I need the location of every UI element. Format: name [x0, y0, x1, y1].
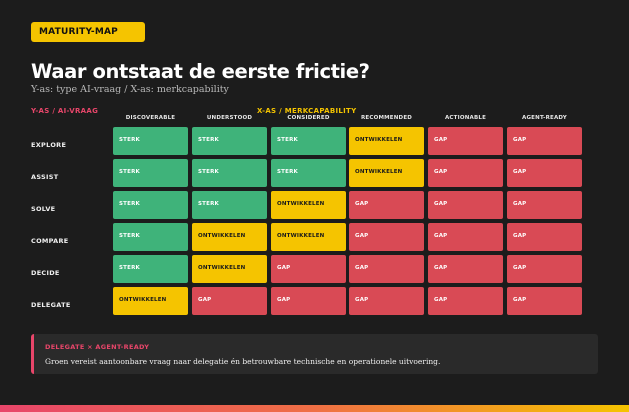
column-header-recommended: RECOMMENDED [360, 115, 413, 121]
matrix-cell: GAP [507, 223, 582, 251]
matrix-cell: STERK [113, 159, 188, 187]
matrix-cell: GAP [428, 255, 503, 283]
column-header-discoverable: DISCOVERABLE [125, 115, 176, 121]
matrix-cell: STERK [113, 191, 188, 219]
matrix-cell: GAP [192, 287, 267, 315]
column-header-considered: CONSIDERED [287, 115, 330, 121]
row-label-assist: ASSIST [31, 173, 59, 181]
matrix-cell: STERK [271, 159, 346, 187]
column-header-agent-ready: AGENT-READY [522, 115, 567, 121]
maturity-map-badge: MATURITY-MAP [31, 22, 145, 42]
matrix-cell: GAP [349, 255, 424, 283]
page-subtitle: Y-as: type AI-vraag / X-as: merkcapabili… [31, 84, 229, 95]
bottom-gradient-bar [0, 405, 629, 412]
note-text: Groen vereist aantoonbare vraag naar del… [45, 357, 441, 366]
matrix-cell: STERK [113, 223, 188, 251]
matrix-cell: GAP [428, 287, 503, 315]
matrix-cell: ONTWIKKELEN [271, 223, 346, 251]
note-card: DELEGATE × AGENT-READY Groen vereist aan… [31, 334, 598, 374]
note-title: DELEGATE × AGENT-READY [45, 343, 150, 351]
column-header-understood: UNDERSTOOD [206, 115, 253, 121]
matrix-cell: GAP [271, 255, 346, 283]
matrix-cell: ONTWIKKELEN [349, 127, 424, 155]
matrix-cell: GAP [428, 127, 503, 155]
row-label-delegate: DELEGATE [31, 301, 71, 309]
matrix-cell: ONTWIKKELEN [271, 191, 346, 219]
matrix-cell: GAP [271, 287, 346, 315]
matrix-cell: GAP [507, 255, 582, 283]
matrix-cell: GAP [349, 287, 424, 315]
matrix-cell: GAP [507, 159, 582, 187]
matrix-cell: ONTWIKKELEN [192, 255, 267, 283]
matrix-cell: GAP [349, 223, 424, 251]
x-axis-label: X-AS / MERKCAPABILITY [257, 107, 357, 115]
row-label-compare: COMPARE [31, 237, 69, 245]
row-label-explore: EXPLORE [31, 141, 67, 149]
matrix-cell: GAP [428, 191, 503, 219]
row-label-decide: DECIDE [31, 269, 60, 277]
matrix-cell: STERK [113, 255, 188, 283]
matrix-cell: GAP [428, 223, 503, 251]
matrix-cell: GAP [507, 287, 582, 315]
matrix-cell: GAP [349, 191, 424, 219]
matrix-cell: ONTWIKKELEN [192, 223, 267, 251]
column-header-actionable: ACTIONABLE [444, 115, 487, 121]
matrix-cell: GAP [507, 127, 582, 155]
matrix-cell: STERK [192, 191, 267, 219]
matrix-cell: STERK [192, 159, 267, 187]
matrix-cell: GAP [428, 159, 503, 187]
matrix-cell: GAP [507, 191, 582, 219]
row-label-solve: SOLVE [31, 205, 56, 213]
y-axis-label: Y-AS / AI-VRAAG [31, 107, 99, 115]
matrix-cell: STERK [192, 127, 267, 155]
matrix-cell: STERK [271, 127, 346, 155]
matrix-cell: STERK [113, 127, 188, 155]
page-title: Waar ontstaat de eerste frictie? [31, 60, 370, 83]
matrix-cell: ONTWIKKELEN [113, 287, 188, 315]
matrix-cell: ONTWIKKELEN [349, 159, 424, 187]
